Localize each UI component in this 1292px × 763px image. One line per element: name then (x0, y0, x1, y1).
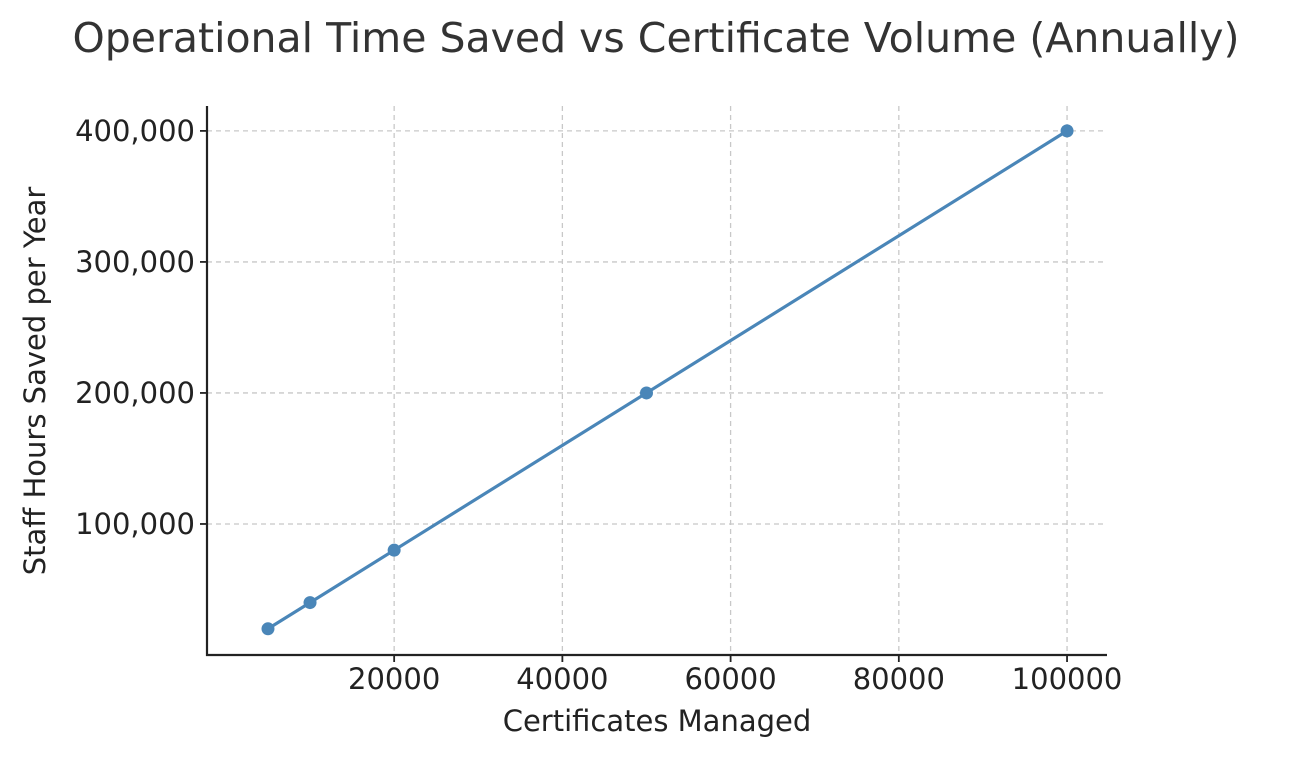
x-tick-label: 80000 (853, 662, 945, 696)
series-layer (261, 124, 1074, 636)
data-point (303, 596, 317, 610)
y-tick-label: 300,000 (75, 245, 195, 279)
data-point (639, 386, 653, 400)
axes (205, 106, 1107, 657)
data-point (1060, 124, 1074, 138)
series-line (266, 129, 1069, 631)
y-axis-label: Staff Hours Saved per Year (18, 187, 52, 576)
y-tick-label: 200,000 (75, 376, 195, 410)
x-axis-label: Certificates Managed (503, 704, 812, 738)
y-tick-label: 100,000 (75, 507, 195, 541)
grid (207, 106, 1107, 655)
x-tick-label: 40000 (516, 662, 608, 696)
x-tick-label: 20000 (348, 662, 440, 696)
x-tick-label: 100000 (1012, 662, 1123, 696)
y-tick-label: 400,000 (75, 114, 195, 148)
data-point (261, 622, 275, 636)
data-point (387, 543, 401, 557)
x-tick-label: 60000 (684, 662, 776, 696)
chart-title: Operational Time Saved vs Certificate Vo… (73, 14, 1240, 62)
ticks: 20000 40000 60000 80000 100000 100,000 200,000… (75, 114, 1122, 696)
